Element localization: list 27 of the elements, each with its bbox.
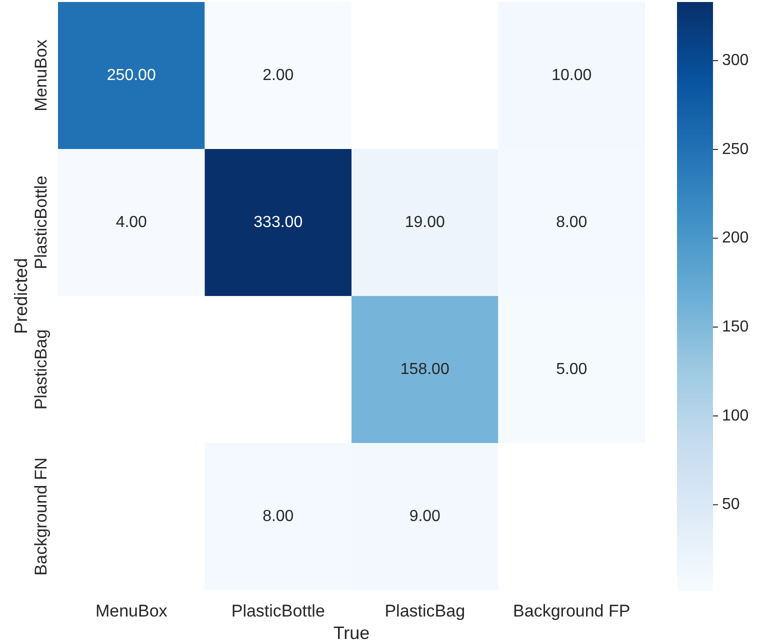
color-bar-label: 100 <box>722 407 749 424</box>
data-label: 250.00 <box>106 66 156 84</box>
x-tick-label: PlasticBag <box>384 602 466 621</box>
x-tick-label: Background FP <box>513 602 630 621</box>
x-tick-label: MenuBox <box>95 602 168 621</box>
color-bar-label: 200 <box>722 230 749 247</box>
x-axis-title: True <box>333 622 370 643</box>
x-tick-label: PlasticBottle <box>231 602 325 621</box>
color-bar-label: 50 <box>722 496 740 514</box>
y-tick-label: Background FN <box>32 457 51 576</box>
data-label: 333.00 <box>254 214 303 231</box>
y-tick-label: PlasticBottle <box>32 176 51 270</box>
data-label: 4.00 <box>116 214 148 231</box>
data-label: 9.00 <box>409 508 441 525</box>
data-label: 2.00 <box>262 66 294 84</box>
y-axis-title: Predicted <box>10 258 31 334</box>
data-label: 10.00 <box>552 66 592 84</box>
data-label: 8.00 <box>556 214 588 231</box>
color-bar-label: 250 <box>722 140 749 158</box>
color-bar-label: 150 <box>722 318 749 336</box>
data-label: 5.00 <box>556 360 588 378</box>
color-bar-label: 300 <box>722 52 749 70</box>
data-label: 8.00 <box>262 508 294 525</box>
y-tick-label: PlasticBag <box>32 329 51 410</box>
data-label: 158.00 <box>400 360 450 378</box>
data-label: 19.00 <box>404 214 445 231</box>
y-tick-label: MenuBox <box>32 39 51 112</box>
